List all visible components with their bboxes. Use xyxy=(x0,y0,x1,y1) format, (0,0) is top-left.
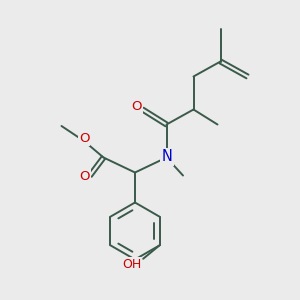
Text: OH: OH xyxy=(122,258,141,271)
Text: N: N xyxy=(162,149,172,164)
Text: O: O xyxy=(131,100,142,113)
Text: O: O xyxy=(79,170,90,184)
Text: O: O xyxy=(79,132,89,145)
